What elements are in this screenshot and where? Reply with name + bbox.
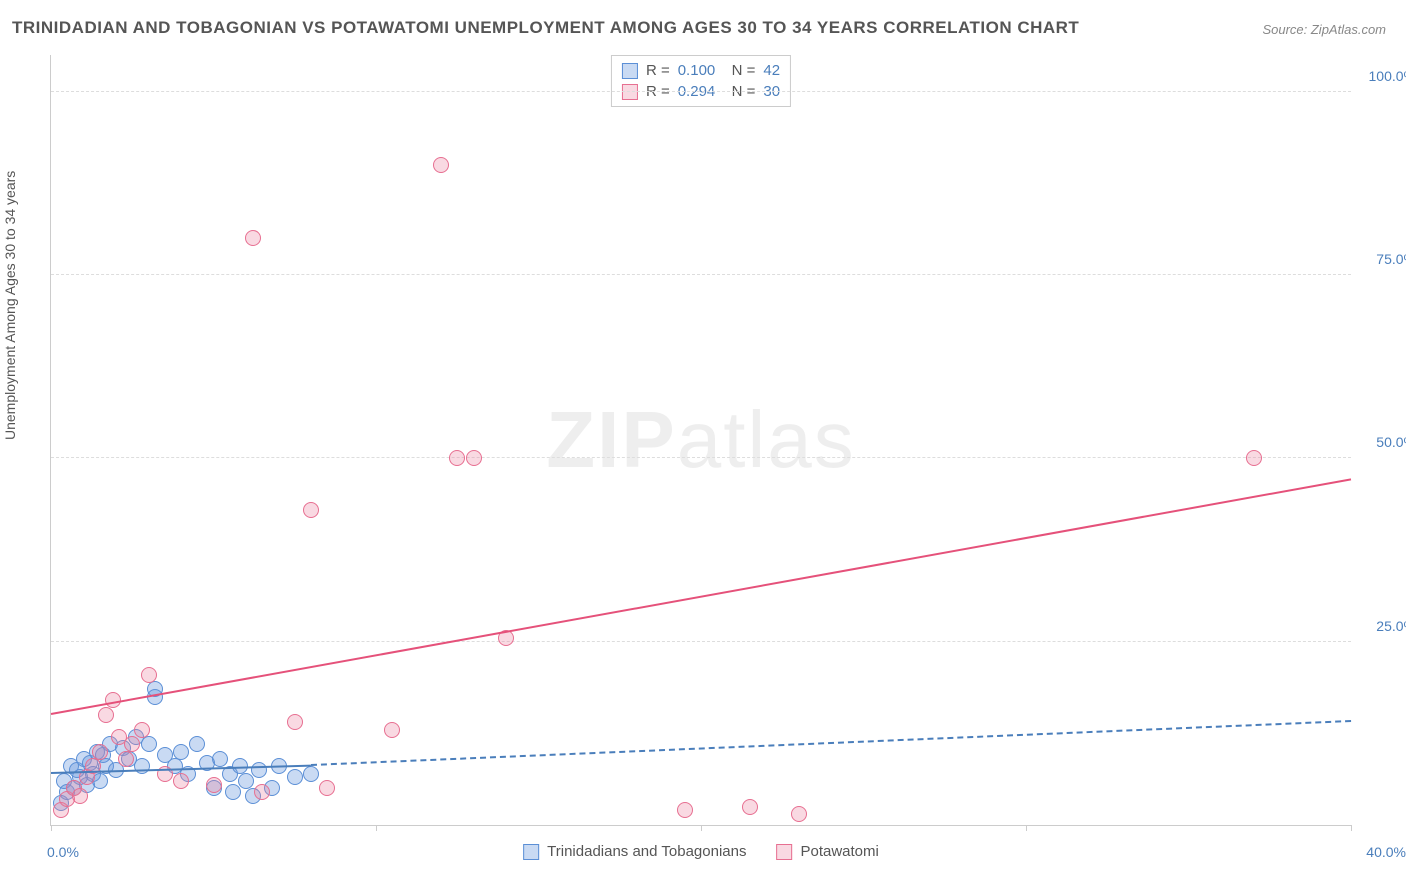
data-point <box>189 736 205 752</box>
data-point <box>245 230 261 246</box>
data-point <box>118 751 134 767</box>
legend-r-value-1: 0.100 <box>678 62 716 79</box>
data-point <box>134 722 150 738</box>
data-point <box>466 450 482 466</box>
watermark-light: atlas <box>677 395 856 484</box>
legend-item-series2: Potawatomi <box>776 843 878 860</box>
data-point <box>319 780 335 796</box>
data-point <box>742 799 758 815</box>
x-tick <box>376 825 377 831</box>
source-attribution: Source: ZipAtlas.com <box>1262 22 1386 37</box>
y-axis-label: Unemployment Among Ages 30 to 34 years <box>2 171 18 440</box>
legend-row-series1: R = 0.100 N = 42 <box>622 60 780 81</box>
data-point <box>72 788 88 804</box>
x-tick <box>1026 825 1027 831</box>
gridline <box>51 274 1351 275</box>
legend-swatch-series1 <box>622 63 638 79</box>
data-point <box>134 758 150 774</box>
correlation-legend: R = 0.100 N = 42 R = 0.294 N = 30 <box>611 55 791 107</box>
data-point <box>449 450 465 466</box>
data-point <box>92 744 108 760</box>
scatter-plot-area: ZIPatlas R = 0.100 N = 42 R = 0.294 N = … <box>50 55 1351 826</box>
data-point <box>791 806 807 822</box>
legend-swatch-series2 <box>776 844 792 860</box>
x-tick <box>51 825 52 831</box>
data-point <box>141 667 157 683</box>
chart-title: TRINIDADIAN AND TOBAGONIAN VS POTAWATOMI… <box>12 18 1079 38</box>
x-tick-label: 40.0% <box>1366 844 1406 860</box>
legend-r-label: R = <box>646 62 670 79</box>
watermark: ZIPatlas <box>546 394 855 486</box>
series-legend: Trinidadians and Tobagonians Potawatomi <box>523 843 879 860</box>
data-point <box>173 744 189 760</box>
data-point <box>384 722 400 738</box>
gridline <box>51 91 1351 92</box>
y-tick-label: 50.0% <box>1376 434 1406 450</box>
data-point <box>206 777 222 793</box>
data-point <box>287 714 303 730</box>
x-tick <box>701 825 702 831</box>
legend-item-series1: Trinidadians and Tobagonians <box>523 843 746 860</box>
legend-swatch-series1 <box>523 844 539 860</box>
data-point <box>433 157 449 173</box>
legend-label-series2: Potawatomi <box>800 843 878 860</box>
watermark-bold: ZIP <box>546 395 676 484</box>
data-point <box>124 736 140 752</box>
data-point <box>251 762 267 778</box>
data-point <box>254 784 270 800</box>
trend-line <box>51 478 1351 715</box>
data-point <box>212 751 228 767</box>
y-tick-label: 100.0% <box>1369 68 1406 84</box>
legend-label-series1: Trinidadians and Tobagonians <box>547 843 746 860</box>
data-point <box>238 773 254 789</box>
data-point <box>141 736 157 752</box>
x-tick-label: 0.0% <box>47 844 79 860</box>
legend-n-label: N = <box>723 62 755 79</box>
data-point <box>225 784 241 800</box>
gridline <box>51 457 1351 458</box>
y-tick-label: 25.0% <box>1376 618 1406 634</box>
trend-line-extrapolated <box>311 720 1351 766</box>
data-point <box>98 707 114 723</box>
data-point <box>303 766 319 782</box>
data-point <box>677 802 693 818</box>
data-point <box>1246 450 1262 466</box>
data-point <box>287 769 303 785</box>
gridline <box>51 641 1351 642</box>
x-tick <box>1351 825 1352 831</box>
y-tick-label: 75.0% <box>1376 251 1406 267</box>
data-point <box>173 773 189 789</box>
data-point <box>303 502 319 518</box>
legend-n-value-1: 42 <box>763 62 780 79</box>
